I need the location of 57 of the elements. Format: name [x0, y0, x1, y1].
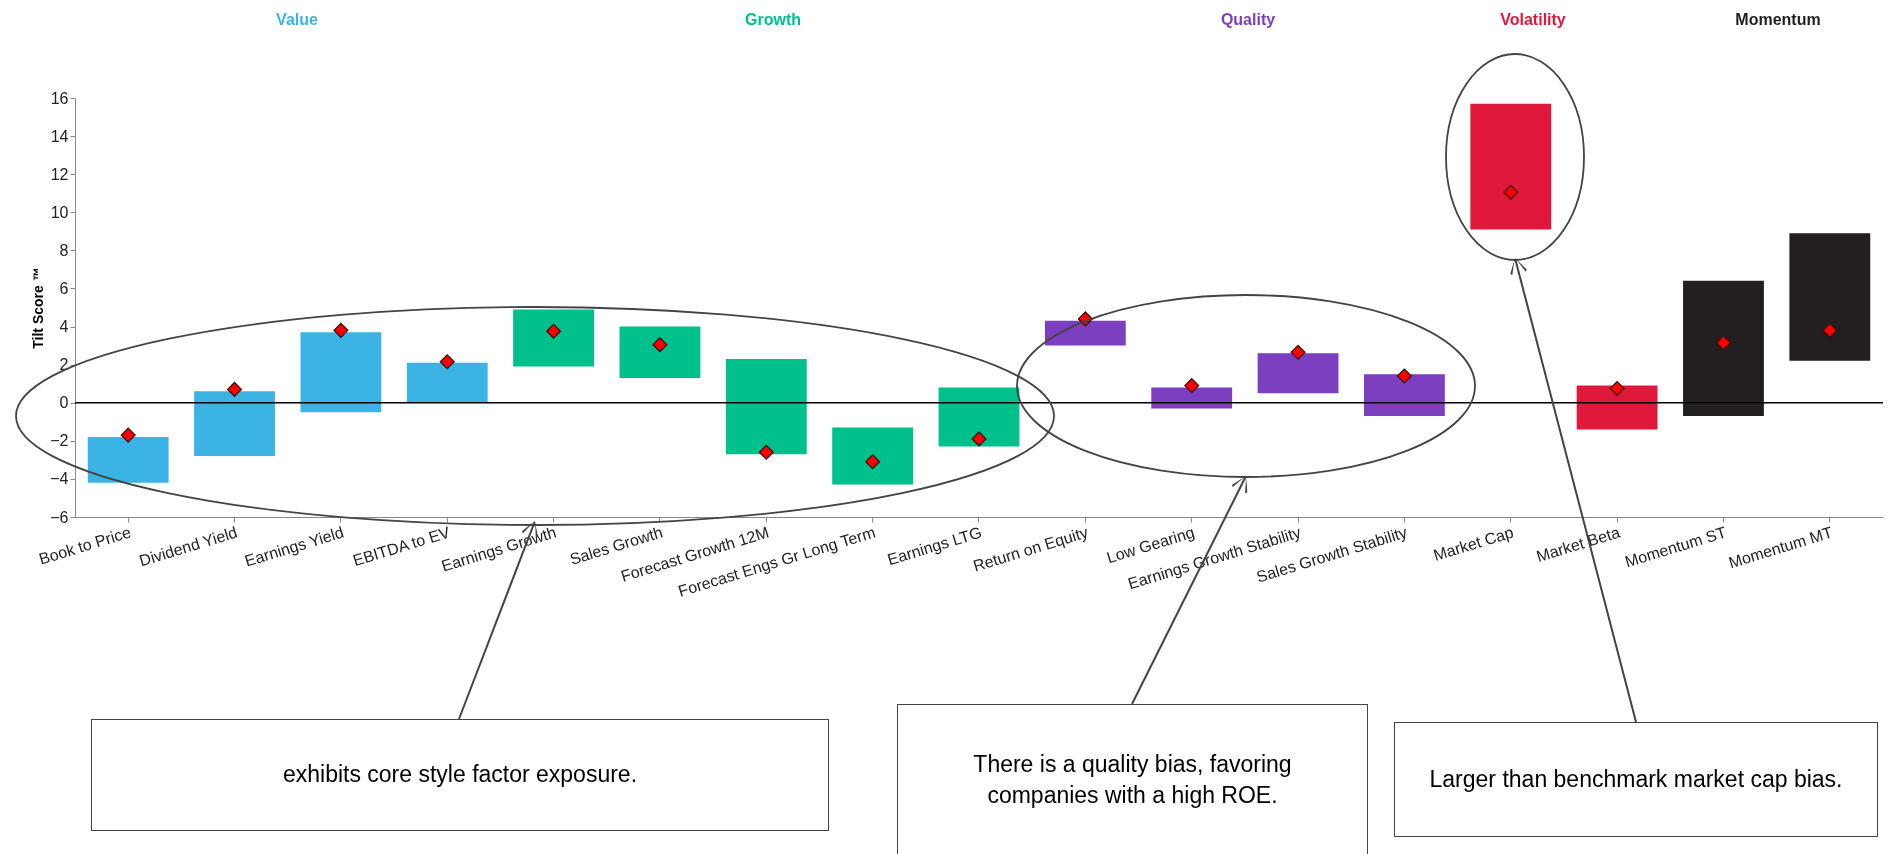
y-tick-label: 8 — [59, 241, 69, 259]
text: Growth — [745, 11, 801, 28]
text: Momentum — [1735, 11, 1821, 28]
y-tick-label: 16 — [50, 89, 69, 107]
point — [546, 323, 562, 339]
y-tick-label: 14 — [50, 127, 69, 145]
point — [1290, 344, 1306, 360]
bar — [725, 358, 807, 455]
y-tick-label: 6 — [59, 279, 69, 297]
text: Value — [276, 11, 318, 28]
text: There is a quality bias, favoring companies with a high ROE. — [897, 704, 1368, 854]
text: exhibits core style factor exposure. — [91, 719, 829, 831]
y-tick-label: −6 — [50, 508, 69, 526]
y-tick-label: 12 — [50, 165, 69, 183]
point — [652, 337, 668, 353]
point — [1822, 322, 1838, 338]
bar — [406, 362, 488, 403]
point — [120, 427, 136, 443]
bar — [938, 387, 1020, 447]
point — [1609, 380, 1625, 396]
point — [1184, 378, 1200, 394]
text: Larger than benchmark market cap bias. — [1394, 722, 1878, 837]
bar — [619, 326, 701, 378]
bar — [1151, 387, 1233, 409]
bar — [1789, 233, 1871, 361]
bar — [1257, 353, 1339, 394]
point — [226, 381, 243, 397]
bar — [1364, 374, 1445, 417]
y-tick-label: 0 — [59, 394, 69, 412]
text: Quality — [1220, 11, 1276, 28]
point — [1503, 184, 1519, 200]
point — [865, 454, 881, 470]
x-tick-label: Earnings Yield — [242, 523, 346, 570]
x-tick-label: Book to Price — [36, 523, 133, 568]
y-tick-label: −2 — [50, 432, 69, 450]
y-tick-label: −4 — [50, 470, 69, 488]
x-tick-label: Market Beta — [1534, 523, 1622, 566]
bar — [300, 332, 382, 413]
y-axis-title: Tilt Score ™ — [30, 267, 47, 349]
bar — [1470, 103, 1552, 230]
bar — [194, 391, 275, 457]
bar — [1044, 320, 1126, 346]
bar — [1683, 280, 1764, 417]
bar — [87, 437, 169, 483]
point — [333, 322, 349, 338]
y-tick-label: 10 — [50, 203, 69, 221]
point — [971, 431, 987, 447]
point — [439, 354, 455, 370]
bar — [513, 309, 594, 367]
y-tick-label: 4 — [59, 318, 69, 336]
x-tick-label: Market Cap — [1431, 523, 1516, 564]
bar — [832, 427, 914, 485]
point — [758, 444, 774, 460]
point — [1715, 335, 1732, 351]
text: Volatility — [1500, 11, 1566, 28]
bar — [1576, 385, 1658, 430]
point — [1396, 368, 1412, 384]
